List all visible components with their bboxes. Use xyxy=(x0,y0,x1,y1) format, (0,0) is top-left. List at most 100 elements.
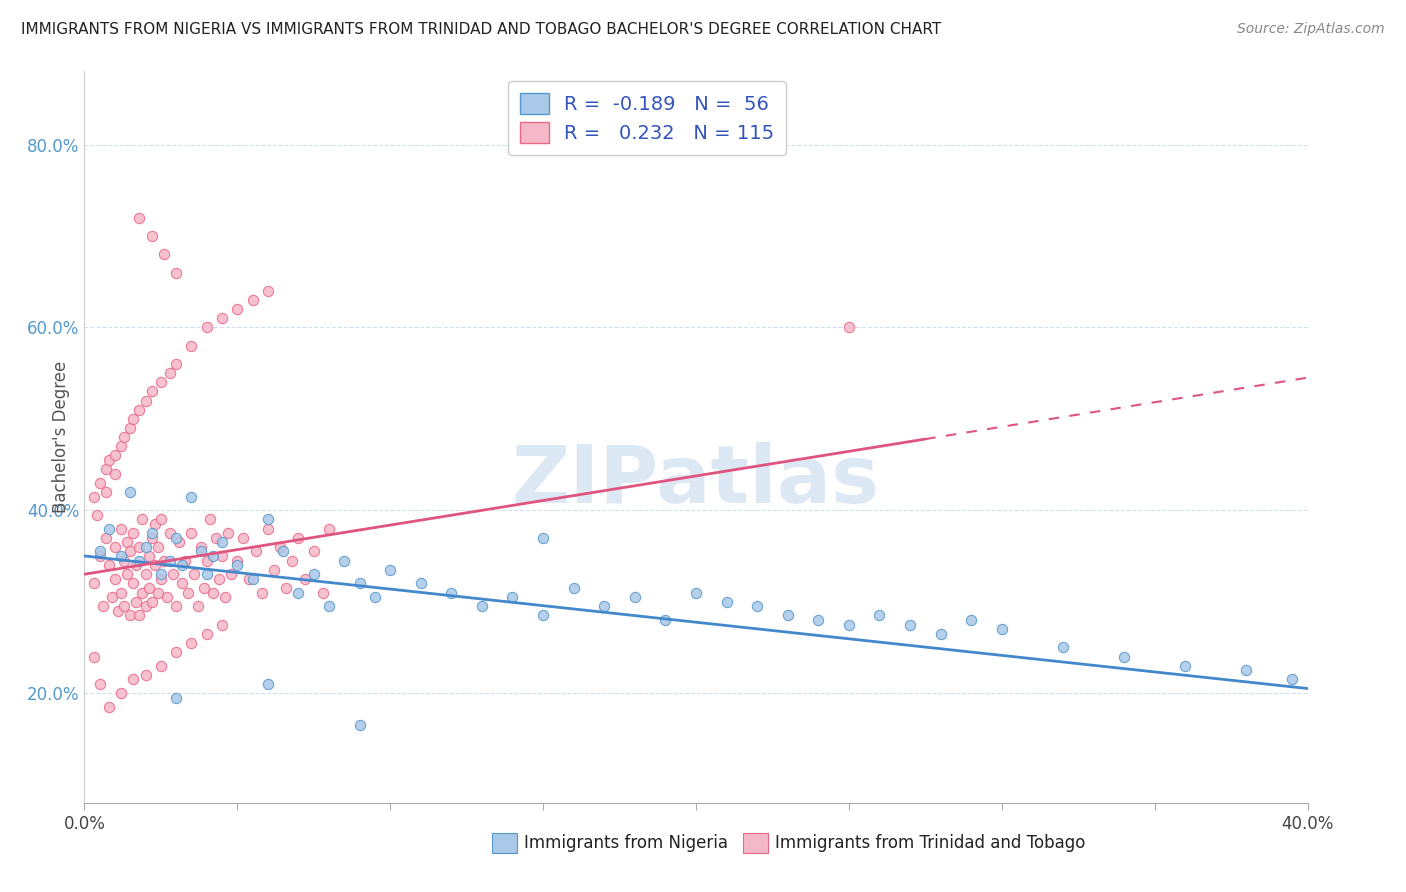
Point xyxy=(94,462,117,476)
Point xyxy=(302,544,325,558)
Point xyxy=(531,531,554,545)
Point xyxy=(502,590,524,604)
Point xyxy=(211,311,233,326)
Point xyxy=(716,594,738,608)
Point xyxy=(104,540,127,554)
Point xyxy=(364,590,387,604)
Point xyxy=(242,572,264,586)
Point xyxy=(120,544,142,558)
Point xyxy=(89,677,111,691)
Point xyxy=(190,540,212,554)
Point xyxy=(380,563,402,577)
Point xyxy=(83,649,105,664)
Point xyxy=(149,512,172,526)
Point xyxy=(143,516,166,531)
Point xyxy=(112,553,135,567)
Point xyxy=(86,508,108,522)
Point xyxy=(318,599,340,614)
Point xyxy=(83,490,105,504)
Point xyxy=(991,622,1014,636)
Point xyxy=(165,531,187,545)
Point xyxy=(165,599,187,614)
Point xyxy=(141,229,163,244)
Point xyxy=(165,357,187,371)
Point xyxy=(135,567,157,582)
Point xyxy=(257,521,280,535)
Point xyxy=(257,512,280,526)
Point xyxy=(149,572,172,586)
Text: ZIPatlas: ZIPatlas xyxy=(512,442,880,520)
Point xyxy=(349,718,371,732)
Point xyxy=(120,421,142,435)
Point xyxy=(125,594,148,608)
Point xyxy=(120,485,142,500)
Point xyxy=(165,690,187,705)
Point xyxy=(165,266,187,280)
Point xyxy=(211,549,233,563)
Point xyxy=(195,567,218,582)
Text: IMMIGRANTS FROM NIGERIA VS IMMIGRANTS FROM TRINIDAD AND TOBAGO BACHELOR'S DEGREE: IMMIGRANTS FROM NIGERIA VS IMMIGRANTS FR… xyxy=(21,22,942,37)
Point xyxy=(115,535,138,549)
Point xyxy=(250,585,273,599)
Point xyxy=(162,567,184,582)
Point xyxy=(143,558,166,573)
Point xyxy=(349,576,371,591)
Point xyxy=(149,375,172,389)
Point xyxy=(101,590,124,604)
Point xyxy=(110,521,132,535)
Point xyxy=(245,544,267,558)
Y-axis label: Bachelor's Degree: Bachelor's Degree xyxy=(52,361,70,513)
Point xyxy=(180,490,202,504)
Point xyxy=(214,590,236,604)
Point xyxy=(302,567,325,582)
Point xyxy=(94,485,117,500)
Point xyxy=(138,549,160,563)
Point xyxy=(112,430,135,444)
Point xyxy=(131,585,153,599)
Point xyxy=(409,576,432,591)
Point xyxy=(122,673,145,687)
Point xyxy=(195,626,218,640)
Point xyxy=(198,512,221,526)
Point xyxy=(112,599,135,614)
Point xyxy=(94,531,117,545)
Point xyxy=(180,526,202,541)
Point xyxy=(104,448,127,462)
Point xyxy=(91,599,114,614)
Point xyxy=(83,576,105,591)
Point xyxy=(89,544,111,558)
Point xyxy=(226,553,249,567)
Legend: R =  -0.189   N =  56, R =   0.232   N = 115: R = -0.189 N = 56, R = 0.232 N = 115 xyxy=(508,81,786,154)
Point xyxy=(838,320,860,334)
Point xyxy=(593,599,616,614)
Point xyxy=(174,553,197,567)
Point xyxy=(747,599,769,614)
Point xyxy=(219,567,242,582)
Point xyxy=(226,302,249,317)
Point xyxy=(141,531,163,545)
Point xyxy=(110,439,132,453)
Point xyxy=(153,247,176,261)
Point xyxy=(190,544,212,558)
Point xyxy=(149,567,172,582)
Point xyxy=(312,585,335,599)
Point xyxy=(205,531,228,545)
Point xyxy=(156,590,179,604)
Point xyxy=(776,608,799,623)
Point xyxy=(208,572,231,586)
Point xyxy=(193,581,215,595)
Point xyxy=(159,366,181,380)
Point xyxy=(183,567,205,582)
Point xyxy=(211,617,233,632)
Point xyxy=(271,544,294,558)
Point xyxy=(440,585,463,599)
Point xyxy=(128,402,150,417)
Point xyxy=(104,467,127,481)
Point xyxy=(107,604,129,618)
Point xyxy=(115,567,138,582)
Point xyxy=(287,585,309,599)
Point xyxy=(471,599,494,614)
Point xyxy=(135,393,157,408)
Point xyxy=(122,526,145,541)
Text: Immigrants from Trinidad and Tobago: Immigrants from Trinidad and Tobago xyxy=(775,834,1085,852)
